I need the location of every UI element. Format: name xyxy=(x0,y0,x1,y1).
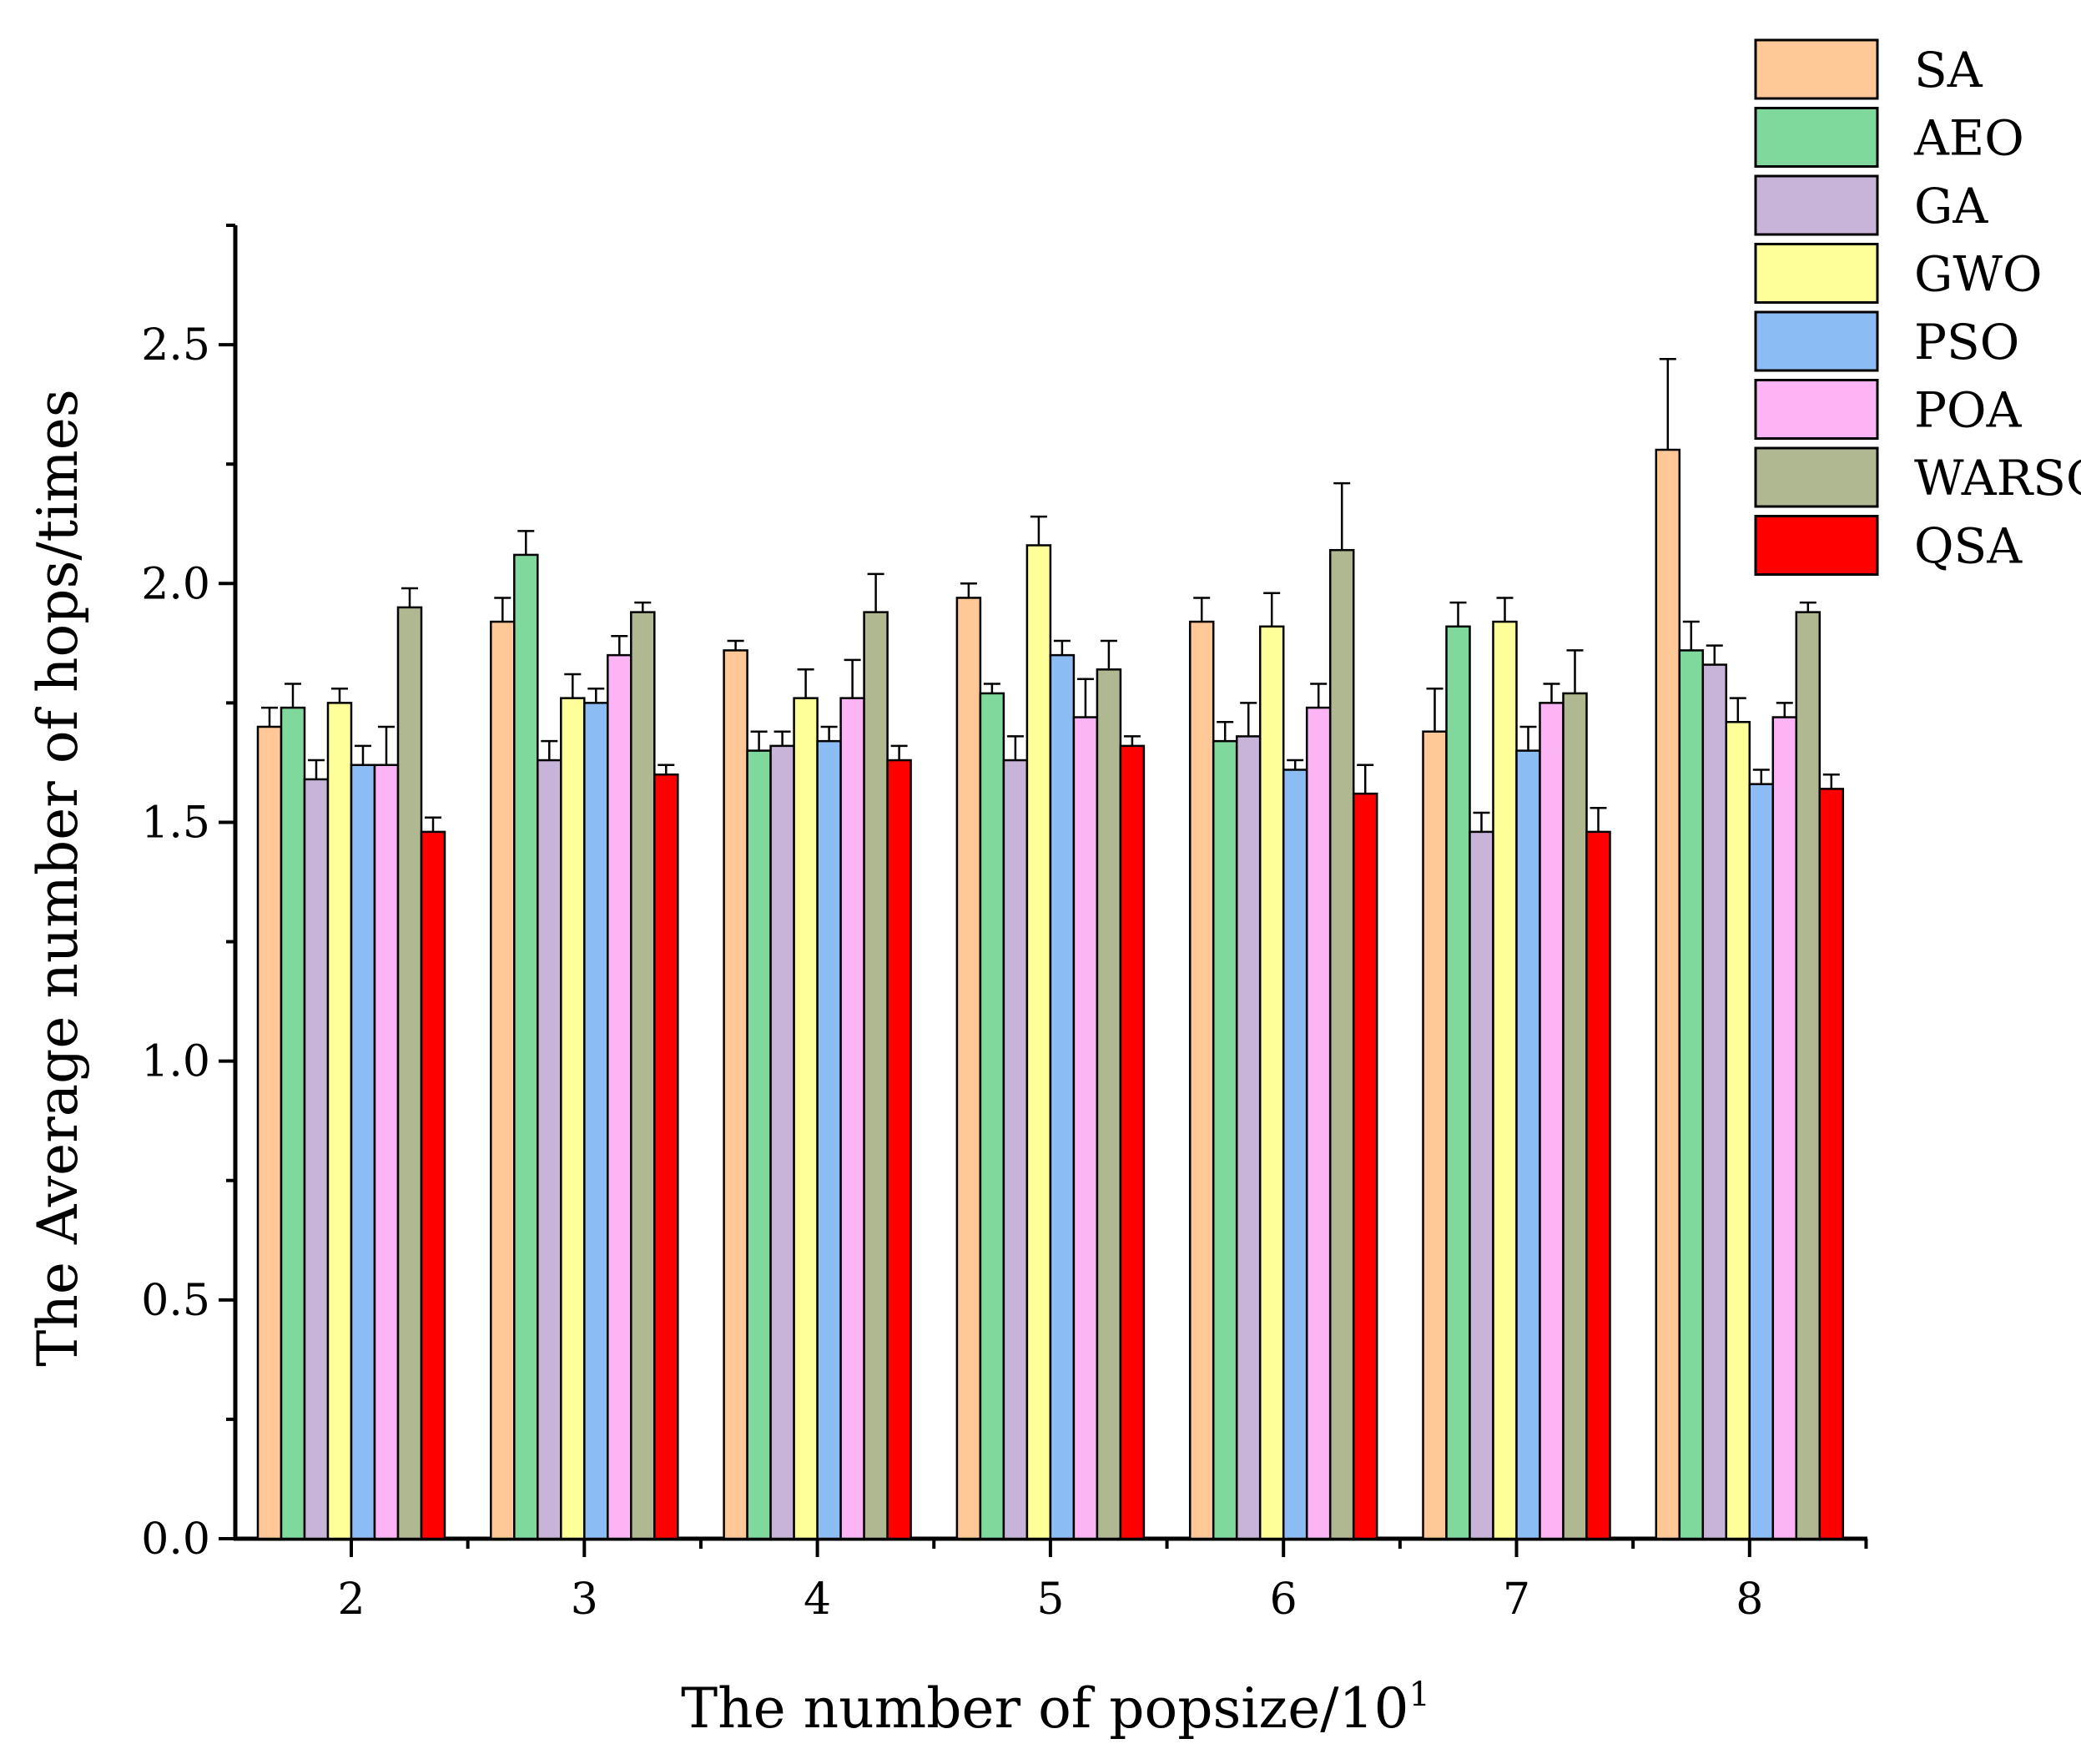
bar-poa xyxy=(839,697,865,1540)
x-axis-title-superscript: 1 xyxy=(1408,1676,1429,1714)
bar-ga xyxy=(1701,663,1728,1540)
bar-pso xyxy=(350,764,376,1540)
bar-warso xyxy=(1096,668,1122,1540)
legend-label-pso: PSO xyxy=(1914,314,2019,370)
y-tick-label: 0.0 xyxy=(141,1515,210,1565)
bar-gwo xyxy=(793,697,819,1540)
legend-swatch-aeo xyxy=(1754,107,1879,168)
bar-ga xyxy=(303,778,330,1540)
bar-sa xyxy=(256,725,283,1540)
bar-aeo xyxy=(1445,625,1471,1540)
legend-swatch-ga xyxy=(1754,174,1879,236)
bar-gwo xyxy=(560,697,586,1540)
bar-poa xyxy=(607,653,632,1540)
bar-warso xyxy=(1562,692,1588,1540)
bar-warso xyxy=(630,611,656,1540)
bar-ga xyxy=(1469,830,1494,1540)
legend-swatch-warso xyxy=(1754,446,1879,508)
bar-warso xyxy=(863,611,889,1540)
bar-poa xyxy=(1072,716,1099,1540)
legend-swatch-sa xyxy=(1754,38,1879,100)
y-axis-title: The Average number of hops/times xyxy=(26,389,90,1366)
bar-warso xyxy=(1328,548,1355,1540)
bar-gwo xyxy=(1725,721,1751,1540)
bar-aeo xyxy=(746,749,772,1540)
legend-swatch-pso xyxy=(1754,310,1879,372)
x-tick-label: 2 xyxy=(337,1575,365,1625)
bar-warso xyxy=(1795,611,1822,1540)
bar-aeo xyxy=(280,706,306,1540)
x-tick-label: 8 xyxy=(1736,1575,1763,1625)
bar-poa xyxy=(1539,702,1565,1540)
x-axis-title-text: The number of popsize/10 xyxy=(681,1676,1408,1741)
bar-pso xyxy=(1049,653,1076,1540)
bar-aeo xyxy=(513,553,539,1540)
bar-pso xyxy=(1515,749,1541,1540)
bar-sa xyxy=(1422,730,1448,1540)
x-tick-label: 6 xyxy=(1270,1575,1297,1625)
bar-qsa xyxy=(653,773,679,1540)
legend-label-gwo: GWO xyxy=(1914,246,2043,303)
legend-label-sa: SA xyxy=(1914,42,1983,98)
bar-qsa xyxy=(886,759,912,1540)
bar-qsa xyxy=(1818,788,1845,1540)
x-axis-title: The number of popsize/101 xyxy=(681,1676,1430,1741)
legend-label-warso: WARSO xyxy=(1914,450,2081,507)
bar-pso xyxy=(1282,769,1308,1540)
bar-qsa xyxy=(1585,830,1611,1540)
legend: SA AEO GA GWO PSO POA WARSO QSA xyxy=(1754,38,2081,576)
bar-ga xyxy=(769,744,795,1540)
bar-poa xyxy=(1771,716,1798,1540)
bar-pso xyxy=(1748,783,1775,1540)
legend-label-ga: GA xyxy=(1914,178,1988,234)
bar-gwo xyxy=(1492,620,1518,1540)
bar-gwo xyxy=(326,702,353,1540)
bar-qsa xyxy=(1119,744,1146,1540)
bar-ga xyxy=(537,759,562,1540)
bar-ga xyxy=(1002,759,1029,1540)
tick-labels-layer: 0.0 0.5 1.0 1.5 2.0 2.5 2 3 4 5 6 7 8 xyxy=(141,320,1763,1625)
bars-layer xyxy=(256,358,1845,1540)
bar-warso xyxy=(396,606,423,1540)
bar-sa xyxy=(1655,448,1681,1540)
x-tick-label: 5 xyxy=(1036,1575,1064,1625)
bar-ga xyxy=(1235,735,1262,1540)
legend-label-poa: POA xyxy=(1914,382,2023,439)
x-tick-label: 4 xyxy=(804,1575,831,1625)
bar-gwo xyxy=(1025,544,1052,1540)
bar-aeo xyxy=(979,692,1005,1540)
bar-aeo xyxy=(1212,739,1238,1540)
bar-poa xyxy=(373,764,400,1540)
bar-poa xyxy=(1305,706,1332,1540)
bar-qsa xyxy=(1352,792,1378,1540)
bar-gwo xyxy=(1258,625,1285,1540)
bar-qsa xyxy=(420,830,446,1540)
bar-sa xyxy=(723,649,748,1540)
legend-swatch-qsa xyxy=(1754,515,1879,576)
legend-swatch-gwo xyxy=(1754,243,1879,304)
x-tick-label: 7 xyxy=(1503,1575,1530,1625)
bar-sa xyxy=(1188,620,1215,1540)
bar-sa xyxy=(955,597,982,1540)
y-tick-label: 1.5 xyxy=(141,798,210,848)
y-tick-label: 0.5 xyxy=(141,1276,210,1326)
bar-pso xyxy=(583,702,609,1540)
x-tick-label: 3 xyxy=(571,1575,598,1625)
bar-pso xyxy=(816,739,842,1540)
legend-swatch-poa xyxy=(1754,379,1879,440)
bar-aeo xyxy=(1678,649,1705,1540)
legend-label-qsa: QSA xyxy=(1914,518,2023,575)
y-tick-label: 2.5 xyxy=(141,320,210,370)
y-tick-label: 1.0 xyxy=(141,1037,210,1087)
bar-sa xyxy=(490,620,516,1540)
legend-label-aeo: AEO xyxy=(1913,110,2024,167)
y-tick-label: 2.0 xyxy=(141,559,210,609)
